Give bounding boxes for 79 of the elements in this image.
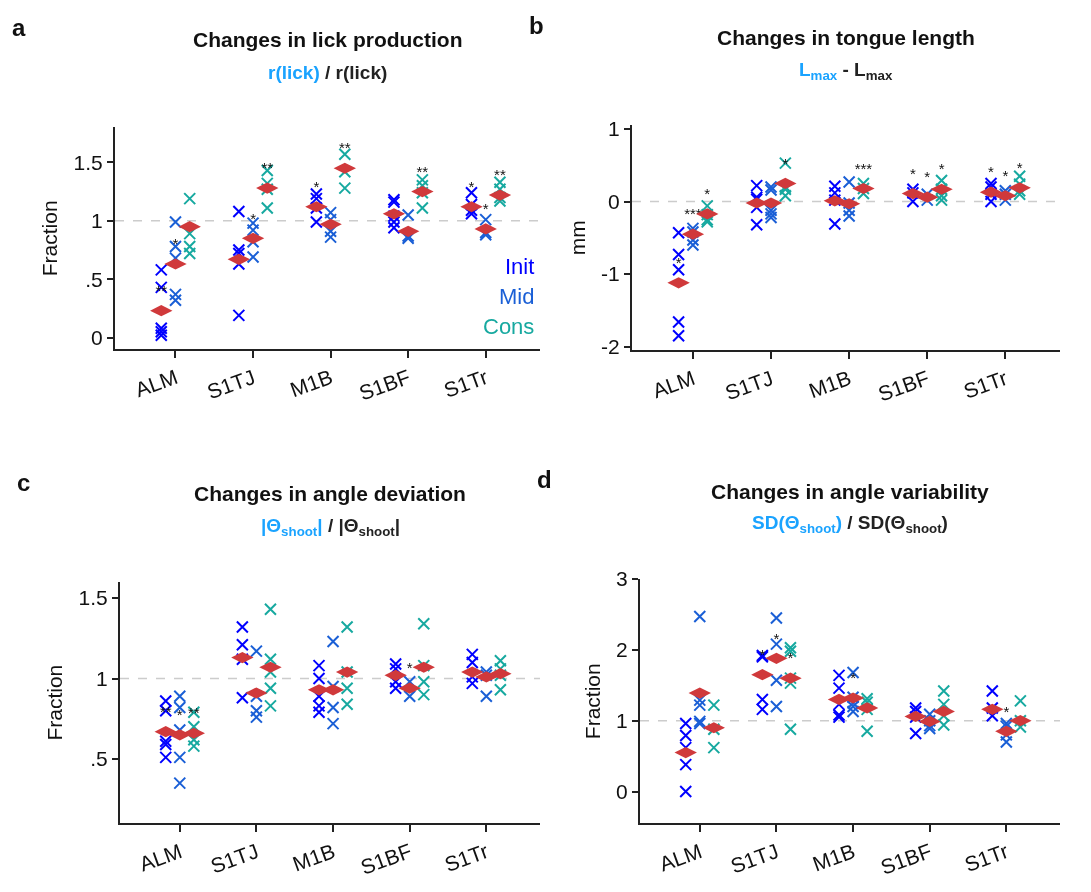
text: Init [505,254,535,279]
y-tick-label: 1 [96,666,108,690]
x-tick-label: S1TJ [204,364,259,404]
x-tick-label: ALM [136,839,185,876]
y-tick-label: 0 [608,189,620,213]
text: a [12,14,26,41]
data-label: ** [416,162,429,180]
y-tick-label: 1 [91,209,103,233]
chart-title: Changes in angle variability [711,480,990,503]
x-tick-label: S1TJ [722,365,776,405]
data-label: * [250,209,257,227]
data-label: ** [494,166,506,184]
x-tick-label: S1BF [355,364,414,405]
text: c [17,469,31,496]
y-axis-title: Fraction [43,664,67,741]
chart-subtitle: L$_{max}$ - L$_{max}$ [799,59,893,83]
y-axis-title: Fraction [580,663,604,740]
x-tick-label: ALM [132,364,181,402]
data-label: *** [854,159,873,177]
x-tick-label: S1BF [874,365,933,406]
y-tick-label: 0 [616,779,628,803]
chart-title: Changes in lick production [193,28,463,51]
text: Cons [483,314,535,339]
y-tick-label: 0 [91,325,103,349]
y-tick-label: .5 [85,267,103,291]
x-tick-label: S1BF [357,839,415,879]
data-label: * [1002,167,1009,184]
chart-subtitle: SD(Θ$_{shoot}$) / SD(Θ$_{shoot}$) [752,512,948,536]
data-label: * [938,160,945,178]
y-tick-label: 1 [608,117,620,141]
x-tick-label: ALM [649,365,698,403]
text: b [529,12,544,39]
y-tick-label: 1.5 [73,150,103,174]
chart-subtitle: |Θ$_{shoot}$| / |Θ$_{shoot}$| [261,515,401,539]
data-label: * [988,163,995,181]
y-tick-label: .5 [90,747,108,771]
text: Mid [499,284,535,309]
x-tick-label: M1B [805,365,855,403]
x-tick-label: M1B [289,839,339,876]
data-label: ** [338,139,351,157]
data-label: * [468,178,475,196]
data-label: * [924,168,931,186]
data-label: * [1016,159,1023,177]
y-tick-label: 1.5 [78,586,108,610]
x-tick-label: S1Tr [441,839,492,877]
x-tick-label: M1B [287,364,336,402]
x-tick-label: S1Tr [961,839,1012,877]
data-label: * [782,154,789,172]
data-label: * [787,649,794,667]
data-label: * [1003,702,1010,720]
data-label: * [704,185,711,203]
y-tick-label: 1 [616,709,628,733]
y-tick-label: -1 [601,262,620,286]
data-label: * [176,706,183,724]
chart-title: Changes in angle deviation [194,482,466,505]
data-label: * [759,645,766,663]
data-label: *** [684,205,702,223]
data-label: * [675,254,682,272]
x-tick-label: ALM [656,839,705,876]
data-label: * [406,659,413,677]
x-tick-label: M1B [809,839,859,876]
y-tick-label: 3 [616,567,628,591]
x-tick-label: S1TJ [207,839,262,878]
chart-subtitle: r(lick) / r(lick) [268,62,388,83]
data-label: * [482,200,489,218]
chart-title: Changes in tongue length [717,26,975,49]
data-label: * [313,178,320,196]
y-tick-label: -2 [601,334,620,358]
x-tick-label: S1Tr [960,365,1011,403]
x-tick-label: S1BF [877,839,935,879]
data-label: * [773,629,780,647]
text: d [537,466,552,493]
data-label: * [172,235,179,253]
y-axis-title: Fraction [38,200,62,277]
y-tick-label: 2 [616,638,628,662]
data-label: * [909,164,916,182]
y-axis-title: mm [565,220,589,256]
x-tick-label: S1Tr [440,364,491,402]
x-tick-label: S1TJ [727,839,782,878]
